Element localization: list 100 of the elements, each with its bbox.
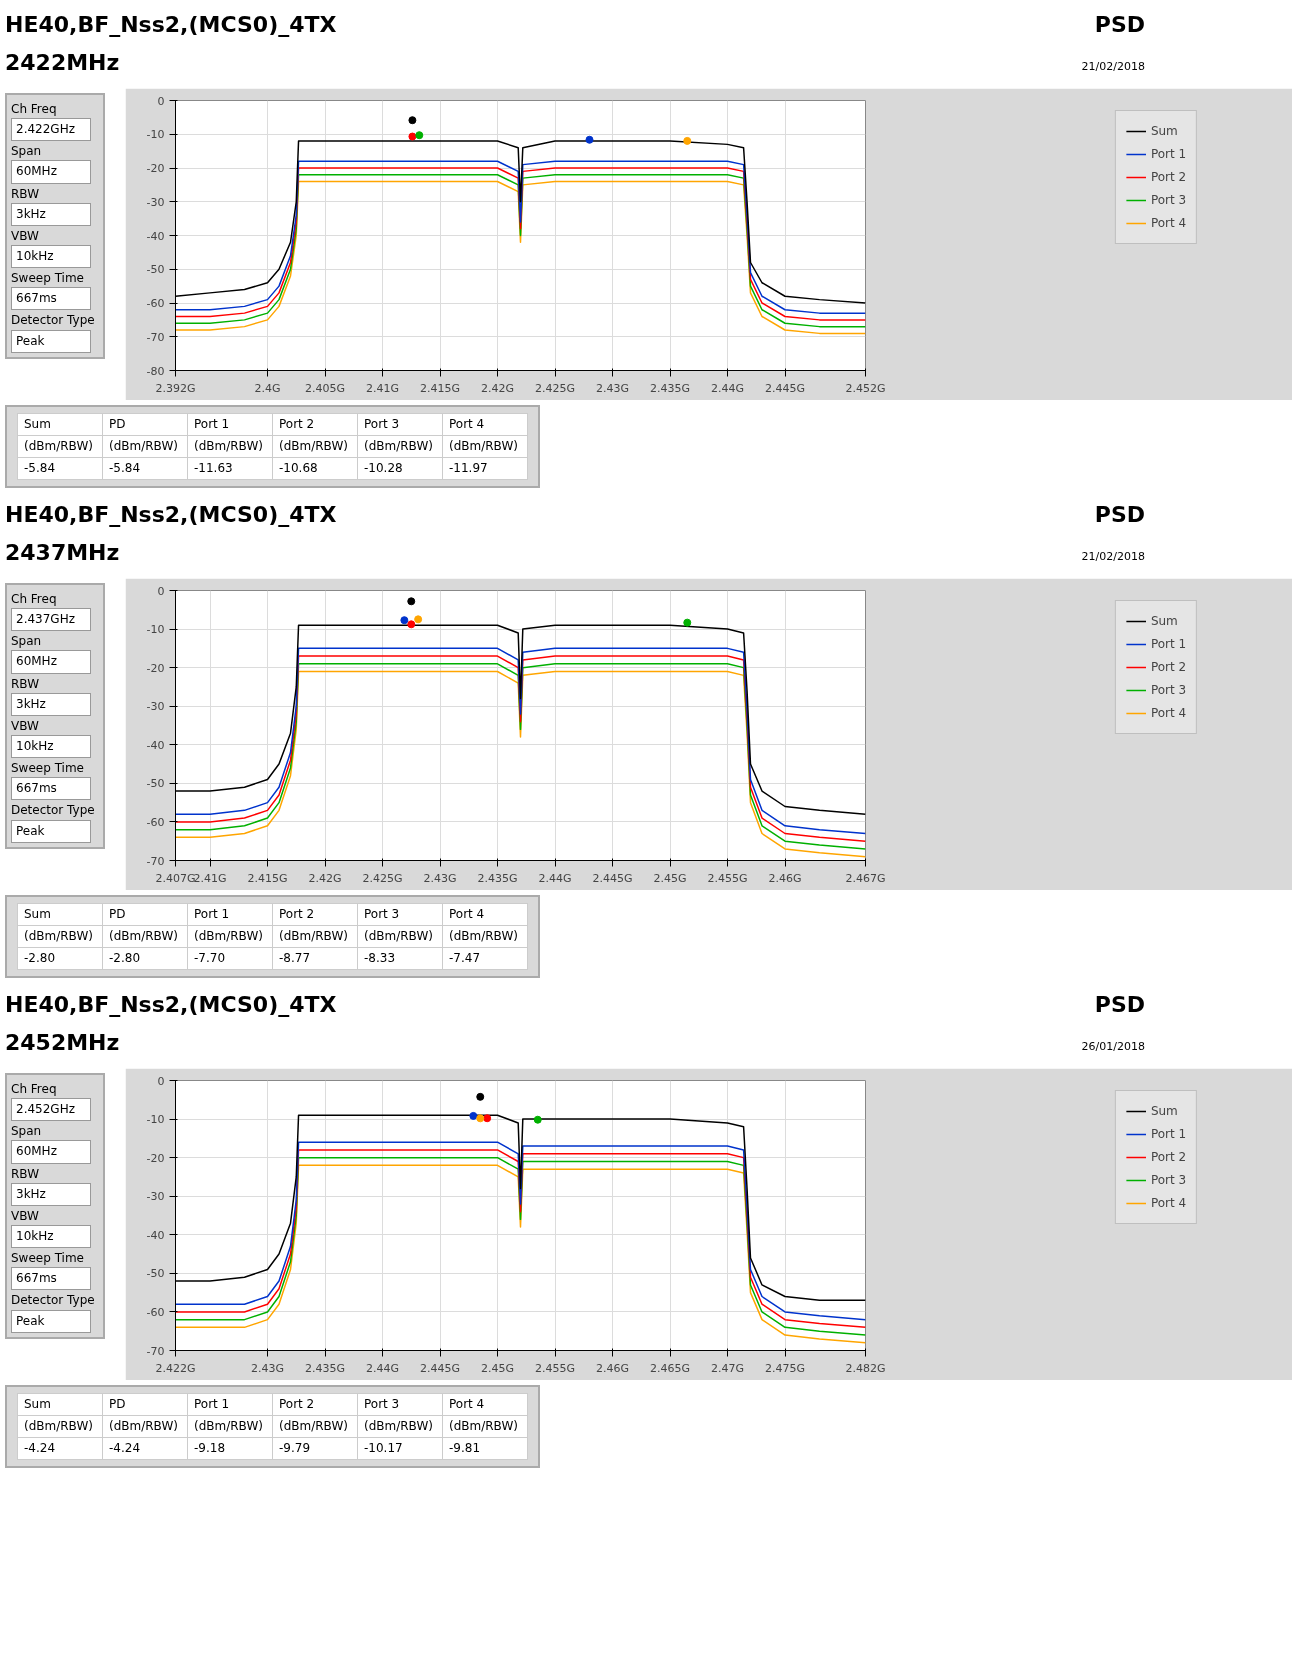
y-tick-label: -70 — [146, 330, 165, 344]
text: 60MHz — [11, 650, 91, 674]
text: Port 1 — [187, 1393, 273, 1416]
text: -8.77 — [272, 947, 358, 970]
text: Peak — [11, 1309, 91, 1333]
chart-subtitle: 2437MHz — [5, 539, 120, 567]
x-tick-label: 2.415G — [247, 871, 288, 885]
text: -7.47 — [442, 947, 528, 970]
x-tick-label: 2.44G — [710, 381, 745, 395]
text: Sweep Time — [11, 1250, 85, 1268]
text: -9.18 — [187, 1437, 273, 1460]
x-tick-label: 2.405G — [304, 381, 346, 395]
x-tick-label: 2.475G — [764, 1361, 806, 1375]
legend-label: Sum — [1150, 124, 1178, 138]
text: Port 1 — [187, 413, 273, 436]
x-tick-label: 2.465G — [649, 1361, 691, 1375]
text: PD — [102, 413, 188, 436]
y-tick-label: -50 — [146, 1267, 165, 1281]
text: (dBm/RBW) — [357, 1415, 443, 1438]
legend-label: Sum — [1150, 614, 1178, 628]
x-tick-label: 2.43G — [423, 871, 457, 885]
y-tick-label: -40 — [146, 1228, 165, 1242]
text: Span — [11, 1123, 43, 1141]
text: 3kHz — [11, 692, 91, 716]
x-tick-label: 2.425G — [534, 381, 576, 395]
x-tick-label: 2.41G — [193, 871, 227, 885]
point — [483, 1114, 492, 1123]
text: Ch Freq — [11, 1081, 58, 1098]
text: -9.81 — [442, 1437, 528, 1460]
x-tick-label: 2.43G — [595, 381, 630, 395]
text: -11.63 — [187, 457, 273, 480]
text: VBW — [11, 717, 40, 735]
text: 3kHz — [11, 1182, 91, 1206]
text: -7.70 — [187, 947, 273, 970]
text: Detector Type — [11, 1292, 96, 1310]
text: -11.97 — [442, 457, 528, 480]
point — [414, 615, 423, 624]
text: -5.84 — [102, 457, 188, 480]
text: VBW — [11, 1207, 40, 1225]
text: Ch Freq — [11, 101, 58, 118]
text: (dBm/RBW) — [357, 435, 443, 458]
x-tick-label: 2.415G — [419, 381, 461, 395]
x-tick-label: 2.44G — [538, 871, 572, 885]
x-tick-label: 2.435G — [304, 1361, 346, 1375]
x-tick-label: 2.4G — [254, 381, 281, 395]
text: 21/02/2018 — [1081, 549, 1145, 565]
text: -10.17 — [357, 1437, 443, 1460]
text: RBW — [11, 185, 40, 203]
legend-label: Port 3 — [1150, 193, 1187, 207]
text: (dBm/RBW) — [442, 435, 528, 458]
text: -8.33 — [357, 947, 443, 970]
text: Span — [11, 143, 43, 161]
y-tick-label: -80 — [146, 364, 165, 378]
legend-label: Port 3 — [1150, 1173, 1187, 1187]
text: (dBm/RBW) — [442, 1415, 528, 1438]
text: (dBm/RBW) — [187, 925, 273, 948]
legend-label: Port 1 — [1150, 637, 1187, 651]
chart-title: HE40,BF_Nss2,(MCS0)_4TX — [5, 11, 337, 39]
text: Port 2 — [272, 413, 358, 436]
x-tick-label: 2.42G — [480, 381, 515, 395]
text: Peak — [11, 819, 91, 843]
point — [533, 1115, 542, 1124]
text: (dBm/RBW) — [272, 435, 358, 458]
x-tick-label: 2.425G — [362, 871, 403, 885]
text: Port 4 — [442, 1393, 528, 1416]
text: -9.79 — [272, 1437, 358, 1460]
text: Sweep Time — [11, 270, 85, 288]
text: Port 4 — [442, 413, 528, 436]
x-tick-label: 2.445G — [592, 871, 633, 885]
y-tick-label: -60 — [146, 297, 165, 310]
text: -10.28 — [357, 457, 443, 480]
text: -4.24 — [102, 1437, 188, 1460]
text: (dBm/RBW) — [272, 925, 358, 948]
text: (dBm/RBW) — [272, 1415, 358, 1438]
x-tick-label: 2.46G — [595, 1361, 630, 1375]
point — [407, 597, 416, 606]
text: 60MHz — [11, 160, 91, 184]
y-tick-label: -50 — [146, 777, 165, 791]
text: 10kHz — [11, 244, 91, 269]
text: 667ms — [11, 287, 91, 311]
y-tick-label: 0 — [157, 1074, 165, 1088]
text: (dBm/RBW) — [17, 925, 103, 948]
legend-label: Port 4 — [1150, 706, 1187, 720]
x-tick-label: 2.45G — [480, 1361, 515, 1375]
text: 10kHz — [11, 1224, 91, 1249]
chart-title: HE40,BF_Nss2,(MCS0)_4TX — [5, 991, 337, 1019]
y-tick-label: 0 — [157, 94, 165, 108]
y-tick-label: -50 — [146, 263, 165, 277]
y-tick-label: -20 — [146, 162, 165, 175]
legend-label: Port 3 — [1150, 683, 1187, 697]
legend-label: Port 2 — [1150, 1150, 1187, 1164]
text: (dBm/RBW) — [187, 1415, 273, 1438]
text: Span — [11, 633, 43, 651]
text: (dBm/RBW) — [17, 1415, 103, 1438]
legend-label: Port 2 — [1150, 170, 1187, 184]
text: 3kHz — [11, 202, 91, 226]
y-tick-label: -20 — [146, 1151, 165, 1165]
point — [400, 616, 409, 625]
x-tick-label: 2.455G — [707, 871, 748, 885]
text: (dBm/RBW) — [102, 1415, 188, 1438]
